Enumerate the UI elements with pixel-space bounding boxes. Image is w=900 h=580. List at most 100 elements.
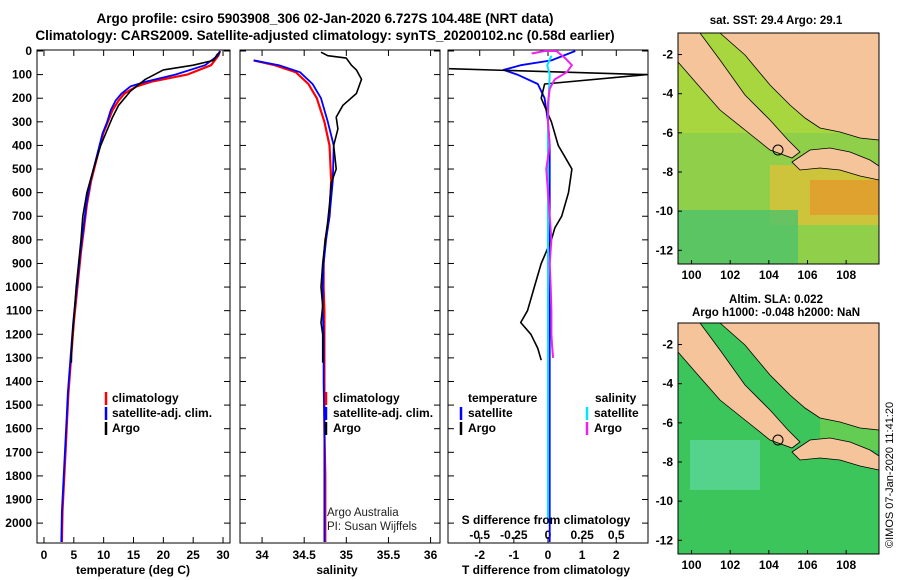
legend-diff-temp-satellite: satellite <box>468 406 513 420</box>
sst-map-frame <box>677 32 880 265</box>
x-tick-label: 5 <box>70 548 77 562</box>
difference-panel: -2 -1 0 1 2 -0.5 -0.25 0 0.25 0.5 T difference fr… <box>447 49 649 577</box>
lat-tick-label: -6 <box>662 126 673 140</box>
legend2-climatology-label: climatology <box>333 391 400 405</box>
sst-hot-patch <box>810 180 879 215</box>
series-line-salinity-argo <box>531 50 573 358</box>
lat-tick-label: -12 <box>656 533 674 547</box>
x-tick-label: 34.5 <box>293 548 317 562</box>
legend2-argo-label: Argo <box>333 421 361 435</box>
depth-tick-label: 1400 <box>5 374 32 388</box>
series-line-argo <box>70 51 221 363</box>
lat-tick-label: -8 <box>662 455 673 469</box>
depth-tick-label: 1500 <box>5 398 32 412</box>
lon-tick-label: 108 <box>836 268 856 282</box>
series-line-salinity-satellite <box>546 55 553 524</box>
depth-tick-label: 1800 <box>5 469 32 483</box>
legend-diff-sal-argo: Argo <box>594 421 622 435</box>
x-tick-label: 25 <box>187 548 201 562</box>
salinity-xlabel: salinity <box>316 563 358 577</box>
x-tick-label: 2 <box>613 548 620 562</box>
x-tick-label: 0 <box>41 548 48 562</box>
x-tick-label: 35.5 <box>377 548 401 562</box>
imos-stamp: ©IMOS 07-Jan-2020 11:41:20 <box>884 402 896 548</box>
lon-tick-label: 102 <box>720 558 740 572</box>
sla-map-frame <box>677 322 880 555</box>
lat-tick-label: -10 <box>656 494 674 508</box>
lat-tick-label: -6 <box>662 416 673 430</box>
x-tick-label: 35 <box>340 548 354 562</box>
difference-xlabel: T difference from climatology <box>462 563 630 577</box>
legend-argo-label: Argo <box>112 421 140 435</box>
series-line-temperature-satellite <box>502 50 576 542</box>
lon-tick-label: 100 <box>682 268 702 282</box>
legend-climatology-label: climatology <box>112 391 179 405</box>
sla-map-title-line2: Argo h1000: -0.048 h2000: NaN <box>692 307 860 319</box>
depth-tick-label: 700 <box>12 209 32 223</box>
depth-tick-label: 400 <box>12 138 32 152</box>
series-line-argo <box>320 51 363 363</box>
x-tick-label: 1 <box>579 548 586 562</box>
legend-main: climatology satellite-adj. clim. Argo <box>104 391 212 435</box>
s-diff-tick-label: 0.5 <box>608 528 625 542</box>
x-tick-label: 36 <box>424 548 438 562</box>
depth-tick-label: 1000 <box>5 280 32 294</box>
depth-tick-label: 1700 <box>5 445 32 459</box>
temperature-xlabel: temperature (deg C) <box>76 563 190 577</box>
s-diff-tick-label: -0.5 <box>469 528 490 542</box>
figure-title-line1: Argo profile: csiro 5903908_306 02-Jan-2… <box>96 11 554 26</box>
lat-tick-label: -4 <box>662 377 673 391</box>
x-tick-label: -1 <box>509 548 520 562</box>
lon-tick-label: 104 <box>759 558 779 572</box>
lon-tick-label: 100 <box>682 558 702 572</box>
x-tick-label: -2 <box>474 548 485 562</box>
salinity-panel: 34 34.5 35 35.5 36 salinity Argo Australia P… <box>239 49 441 577</box>
depth-tick-label: 200 <box>12 91 32 105</box>
depth-tick-label: 100 <box>12 68 32 82</box>
x-tick-label: 20 <box>157 548 171 562</box>
lon-tick-label: 102 <box>720 268 740 282</box>
sst-map: sat. SST: 29.4 Argo: 29.1 100 102 104 106 10… <box>656 15 880 282</box>
x-tick-label: 30 <box>216 548 230 562</box>
credit-line2: PI: Susan Wijffels <box>327 521 417 533</box>
sst-argo-location-marker <box>772 144 784 156</box>
credit-line1: Argo Australia <box>327 507 399 519</box>
depth-tick-label: 900 <box>12 256 32 270</box>
depth-tick-label: 300 <box>12 115 32 129</box>
x-tick-label: 0 <box>545 548 552 562</box>
x-tick-label: 34 <box>255 548 269 562</box>
salinity-axes-frame <box>239 49 441 544</box>
s-diff-tick-label: 0 <box>545 528 552 542</box>
x-tick-label: 15 <box>127 548 141 562</box>
x-tick-label: 10 <box>97 548 111 562</box>
legend2-satellite-label: satellite-adj. clim. <box>333 406 433 420</box>
lon-tick-label: 104 <box>759 268 779 282</box>
lat-tick-label: -2 <box>662 338 673 352</box>
lat-tick-label: -12 <box>656 243 674 257</box>
temperature-panel: 0100200300400500600700800900100011001200… <box>5 44 231 577</box>
depth-tick-label: 1600 <box>5 422 32 436</box>
sst-map-title: sat. SST: 29.4 Argo: 29.1 <box>710 15 843 27</box>
lat-tick-label: -2 <box>662 48 673 62</box>
legend-salinity-panel: climatology satellite-adj. clim. Argo <box>324 391 433 435</box>
s-diff-tick-label: -0.25 <box>500 528 528 542</box>
s-diff-title: S difference from climatology <box>462 513 631 527</box>
depth-tick-label: 800 <box>12 233 32 247</box>
legend-diff-sal-satellite: satellite <box>594 406 639 420</box>
legend-diff-salinity: salinity <box>595 391 637 405</box>
temperature-axes-frame <box>36 49 231 544</box>
depth-tick-label: 0 <box>25 44 32 58</box>
series-line-temperature-argo <box>448 67 648 361</box>
lat-tick-label: -8 <box>662 165 673 179</box>
depth-tick-label: 1900 <box>5 493 32 507</box>
depth-tick-label: 1200 <box>5 327 32 341</box>
sla-map: Altim. SLA: 0.022 Argo h1000: -0.048 h20… <box>656 294 880 572</box>
legend-diff-temp-argo: Argo <box>468 421 496 435</box>
depth-tick-label: 2000 <box>5 516 32 530</box>
legend-diff-temperature: temperature <box>468 391 538 405</box>
s-diff-tick-label: 0.25 <box>570 528 594 542</box>
sla-light-patch <box>690 440 760 490</box>
depth-tick-label: 500 <box>12 162 32 176</box>
depth-tick-label: 600 <box>12 186 32 200</box>
